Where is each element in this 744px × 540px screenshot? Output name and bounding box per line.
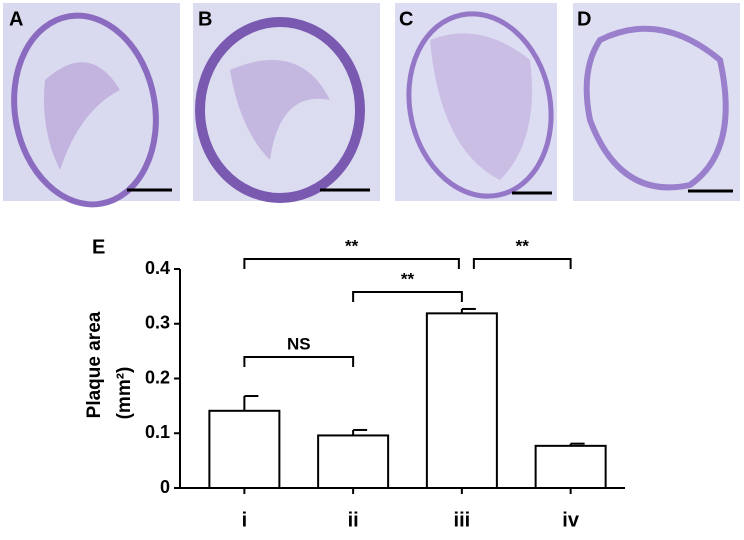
bar <box>534 444 607 489</box>
significance-bracket <box>352 291 463 302</box>
panel-label: A <box>9 8 23 30</box>
significance-bracket <box>243 356 355 367</box>
x-tick-label: iii <box>454 509 471 531</box>
y-tick-label: 0 <box>160 477 170 497</box>
panel-b-image <box>193 3 380 203</box>
x-tick-label: i <box>242 509 248 531</box>
significance-label: ** <box>516 236 530 255</box>
panel-label: C <box>399 8 413 30</box>
y-tick-label: 0.4 <box>145 258 170 278</box>
significance-bracket <box>472 258 572 269</box>
significance-label: NS <box>287 334 311 353</box>
panel-label: D <box>577 8 591 30</box>
significance-bracket <box>243 258 460 269</box>
panel-label: E <box>92 236 105 258</box>
y-tick-label: 0.3 <box>145 313 170 333</box>
x-tick-label: ii <box>348 509 359 531</box>
y-axis-unit: (mm²) <box>114 367 135 420</box>
bar <box>317 434 390 490</box>
bar <box>208 409 281 489</box>
y-axis-label: Plaque area <box>84 311 105 418</box>
panel-d-image <box>573 3 740 201</box>
panel-c-image <box>395 3 557 201</box>
y-tick-label: 0.1 <box>145 422 170 442</box>
panel-a-image <box>3 3 180 208</box>
panel-label: B <box>198 8 212 30</box>
x-tick-label: iv <box>562 509 580 531</box>
bar <box>425 312 498 489</box>
y-tick-label: 0.2 <box>145 367 170 387</box>
significance-label: ** <box>345 236 359 255</box>
significance-label: ** <box>401 269 415 288</box>
